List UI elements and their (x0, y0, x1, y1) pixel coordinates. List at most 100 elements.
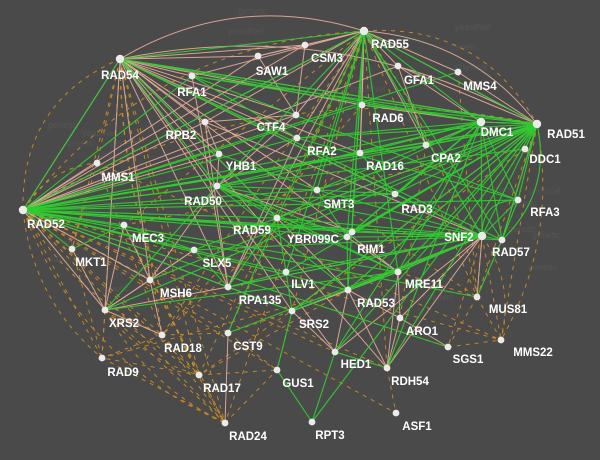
graph-node[interactable] (394, 268, 402, 276)
graph-node[interactable] (454, 68, 462, 76)
edge-yeastnet (276, 217, 353, 233)
edge-physical (457, 71, 538, 125)
edge-yeastnet (517, 123, 538, 201)
graph-node[interactable] (394, 62, 402, 70)
edge-genetic (224, 369, 278, 424)
node-label: GUS1 (282, 378, 314, 390)
graph-node[interactable] (348, 228, 356, 236)
edge-yeastnet (394, 193, 483, 237)
node-label: SAW1 (256, 66, 289, 78)
node-layer[interactable] (18, 26, 542, 427)
edge-yeastnet (22, 209, 399, 273)
graph-node[interactable] (101, 306, 109, 314)
graph-node[interactable] (383, 364, 391, 372)
edge-yeastnet (276, 217, 287, 273)
graph-node[interactable] (18, 205, 28, 215)
graph-node[interactable] (293, 134, 301, 142)
graph-node[interactable] (356, 149, 364, 157)
edge-genetic (198, 369, 278, 376)
edge-genetic (22, 209, 200, 376)
graph-node[interactable] (120, 221, 128, 229)
graph-node[interactable] (68, 245, 76, 253)
edge-physical (386, 317, 401, 369)
graph-node[interactable] (292, 111, 300, 119)
edge-arc-yeastnet (501, 123, 542, 241)
graph-node[interactable] (473, 293, 481, 301)
graph-node[interactable] (477, 231, 487, 241)
graph-node[interactable] (301, 41, 309, 49)
graph-node[interactable] (188, 72, 196, 80)
watermark-text: yeastNet (455, 22, 491, 32)
graph-node[interactable] (532, 119, 542, 129)
graph-node[interactable] (396, 314, 404, 322)
graph-node[interactable] (224, 283, 232, 291)
graph-node[interactable] (158, 331, 166, 339)
watermark-text: genetic (48, 120, 78, 130)
node-label: RAD51 (547, 129, 585, 141)
graph-node[interactable] (343, 233, 351, 241)
graph-node[interactable] (331, 348, 339, 356)
edge-physical (119, 58, 151, 281)
graph-node[interactable] (215, 150, 223, 158)
edge-arc-genetic (22, 209, 103, 359)
graph-node[interactable] (392, 409, 400, 417)
graph-node[interactable] (98, 354, 106, 362)
graph-node[interactable] (358, 101, 366, 109)
graph-node[interactable] (476, 117, 486, 127)
graph-node[interactable] (422, 141, 430, 149)
graph-node[interactable] (313, 186, 321, 194)
edge-arc-genetic (104, 309, 226, 424)
graph-node[interactable] (308, 418, 316, 426)
graph-node[interactable] (146, 276, 154, 284)
graph-node[interactable] (201, 118, 209, 126)
edge-yeastnet (22, 30, 365, 211)
edge-yeastnet (149, 123, 538, 281)
edge-genetic (198, 289, 349, 376)
graph-node[interactable] (115, 54, 125, 64)
edge-yeastnet (216, 185, 483, 237)
graph-node[interactable] (497, 336, 505, 344)
edge-arc-genetic (22, 209, 226, 424)
graph-node[interactable] (514, 196, 522, 204)
graph-node[interactable] (273, 366, 281, 374)
graph-node[interactable] (444, 343, 452, 351)
edge-yeastnet (22, 193, 396, 211)
graph-node[interactable] (344, 286, 352, 294)
edge-yeastnet (22, 75, 193, 211)
edge-yeastnet (501, 123, 538, 241)
graph-node[interactable] (391, 190, 399, 198)
graph-node[interactable] (195, 371, 203, 379)
edge-yeastnet (216, 185, 399, 273)
edge-genetic (101, 334, 163, 359)
edge-yeastnet (363, 30, 538, 125)
edge-genetic (161, 104, 363, 336)
graph-node[interactable] (273, 214, 281, 222)
edge-physical (347, 289, 401, 319)
edge-genetic (161, 334, 226, 424)
graph-node[interactable] (93, 159, 101, 167)
graph-node[interactable] (190, 246, 198, 254)
graph-node[interactable] (224, 329, 232, 337)
edge-yeastnet (346, 30, 365, 238)
edge-genetic (22, 209, 502, 341)
watermark-text: physical (248, 294, 281, 304)
watermark-text: genetic (66, 138, 96, 148)
graph-node[interactable] (288, 307, 296, 315)
graph-node[interactable] (498, 236, 506, 244)
edge-physical (295, 44, 306, 116)
graph-node[interactable] (282, 268, 290, 276)
node-label: DDC1 (529, 154, 561, 166)
edge-genetic (101, 357, 200, 376)
edge-physical (334, 289, 349, 353)
edge-genetic (123, 30, 365, 226)
edge-yeastnet (316, 121, 482, 191)
graph-node[interactable] (221, 419, 229, 427)
graph-node[interactable] (359, 26, 369, 36)
edge-physical (363, 30, 399, 67)
graph-node[interactable] (213, 182, 221, 190)
graph-node[interactable] (254, 52, 262, 60)
edge-arc-physical (119, 45, 538, 125)
graph-node[interactable] (521, 145, 529, 153)
